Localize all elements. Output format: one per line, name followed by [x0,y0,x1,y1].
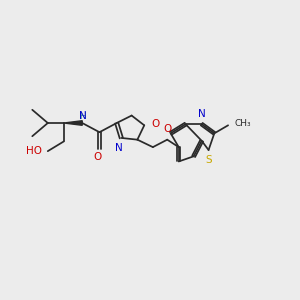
Text: CH₃: CH₃ [235,118,252,127]
Polygon shape [64,121,82,125]
Text: S: S [206,155,212,165]
Text: O: O [93,152,101,162]
Text: H: H [80,112,86,121]
Text: O: O [151,118,159,129]
Text: O: O [164,124,172,134]
Text: HO: HO [26,146,42,156]
Text: N: N [115,143,123,153]
Text: N: N [79,111,87,121]
Text: N: N [198,109,206,119]
